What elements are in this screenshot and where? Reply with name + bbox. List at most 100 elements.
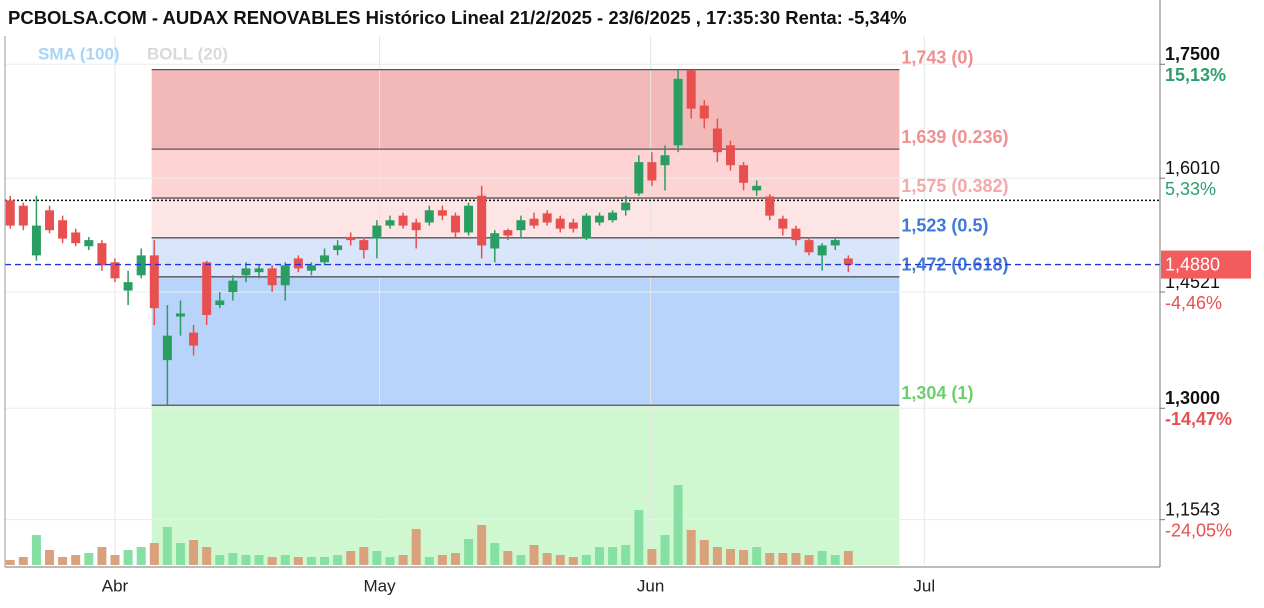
x-tick-label: Jun <box>637 576 664 595</box>
candle-body <box>18 205 28 226</box>
volume-bar <box>830 555 840 565</box>
candle-body <box>58 220 68 239</box>
last-price-box <box>1161 250 1251 279</box>
candle-body <box>778 218 788 229</box>
x-tick-label: May <box>363 576 396 595</box>
candle-body <box>686 70 696 109</box>
candle-body <box>136 255 146 276</box>
candle-body <box>241 268 251 276</box>
volume-bar <box>189 540 199 565</box>
volume-bar <box>71 555 81 565</box>
volume-bar <box>699 540 709 565</box>
volume-bar <box>516 555 526 565</box>
candle-body <box>5 200 15 226</box>
volume-bar <box>202 547 212 565</box>
candle-body <box>660 155 670 166</box>
volume-bar <box>660 535 670 565</box>
volume-bar <box>228 553 238 565</box>
candle-body <box>333 245 343 251</box>
candle-body <box>830 240 840 246</box>
volume-bar <box>437 555 447 565</box>
labels: Abr May Jun Jul1,750015,13%1,60105,33%1,452… <box>5 44 1251 595</box>
y-tick-change: 5,33% <box>1165 179 1216 199</box>
volume-bar <box>267 557 277 565</box>
volume-bar <box>634 510 644 565</box>
candle-body <box>228 280 238 293</box>
volume-bar <box>595 547 605 565</box>
volume-bar <box>542 553 552 565</box>
volume-bar <box>306 557 316 565</box>
volume-bar <box>346 551 356 565</box>
candle-body <box>189 332 199 346</box>
candle-body <box>725 145 735 166</box>
candle-body <box>581 215 591 239</box>
candle-body <box>202 262 212 316</box>
volume-bar <box>149 543 159 565</box>
fib-zone <box>151 276 900 406</box>
candles <box>5 69 853 406</box>
y-tick-change: -4,46% <box>1165 293 1222 313</box>
volume-bar <box>333 555 343 565</box>
candle-body <box>595 215 605 223</box>
candle-body <box>843 258 853 265</box>
fib-label: 1,639 (0.236) <box>901 127 1008 147</box>
volume-bar <box>372 551 382 565</box>
candle-body <box>699 105 709 119</box>
candle-body <box>621 202 631 211</box>
candle-body <box>84 240 94 247</box>
volume-bar <box>712 547 722 565</box>
candle-body <box>542 213 552 223</box>
volume-bar <box>293 557 303 565</box>
candle-body <box>608 212 618 221</box>
candle-body <box>267 268 277 286</box>
candle-body <box>215 300 225 306</box>
volume-bar <box>84 553 94 565</box>
volume-bar <box>254 555 264 565</box>
fib-zones <box>151 69 900 565</box>
candle-body <box>306 265 316 271</box>
volume-bar <box>110 555 120 565</box>
candle-body <box>280 265 290 286</box>
candle-body <box>359 240 369 251</box>
candle-body <box>293 258 303 269</box>
x-tick-label: Jul <box>913 576 935 595</box>
volume-bar <box>18 557 28 565</box>
candle-body <box>647 162 657 181</box>
volume-bar <box>215 555 225 565</box>
volume-bar <box>765 553 775 565</box>
y-tick-label: 1,1543 <box>1165 499 1220 519</box>
fib-zone <box>151 198 900 238</box>
candle-body <box>752 185 762 191</box>
fib-zone <box>151 69 900 150</box>
title-bar <box>0 0 1160 36</box>
candle-body <box>97 243 107 266</box>
volume-bar <box>97 547 107 565</box>
volume-bar <box>385 557 395 565</box>
candle-body <box>320 255 330 263</box>
volume-bar <box>45 550 55 565</box>
y-tick-label: 1,3000 <box>1165 388 1220 408</box>
volume-bar <box>817 551 827 565</box>
volume-bar <box>555 555 565 565</box>
volume-bar <box>424 557 434 565</box>
candle-body <box>110 262 120 279</box>
candle-body <box>372 225 382 239</box>
y-tick-change: -14,47% <box>1165 409 1232 429</box>
volume-bar <box>739 550 749 565</box>
candle-body <box>490 233 500 249</box>
candle-body <box>634 162 644 194</box>
volume-bar <box>581 555 591 565</box>
chart-title: PCBOLSA.COM - AUDAX RENOVABLES Histórico… <box>8 7 907 28</box>
legend-sma: SMA (100) <box>38 44 120 63</box>
fib-zone <box>151 405 900 565</box>
volume-bar <box>791 553 801 565</box>
volume-bar <box>503 551 513 565</box>
volume-bar <box>673 485 683 565</box>
volume-bar <box>686 530 696 565</box>
candle-body <box>437 210 447 216</box>
y-tick-change: -24,05% <box>1165 520 1232 540</box>
volume-bar <box>725 549 735 565</box>
volume-bar <box>280 555 290 565</box>
candle-body <box>739 165 749 183</box>
